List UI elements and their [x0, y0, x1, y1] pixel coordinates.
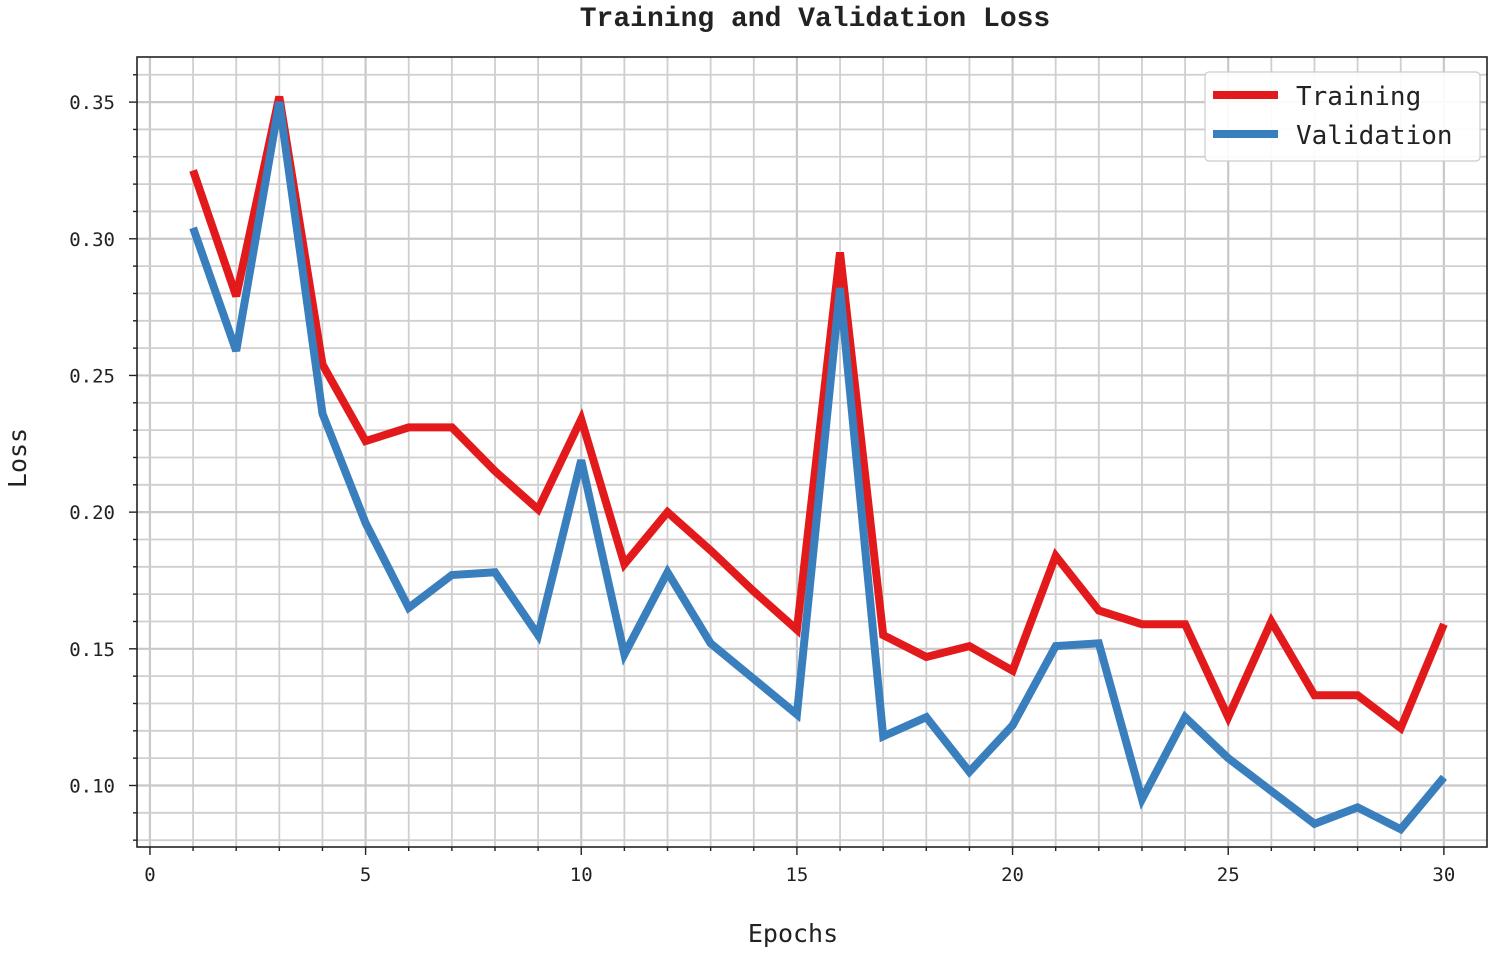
- x-tick-label: 15: [785, 864, 808, 886]
- x-tick-label: 20: [1001, 864, 1024, 886]
- plot-frame: [136, 56, 1488, 848]
- legend-label-training: Training: [1296, 82, 1421, 112]
- x-tick-label: 5: [360, 864, 371, 886]
- legend: Training Validation: [1204, 71, 1481, 162]
- x-tick-label: 25: [1217, 864, 1240, 886]
- axis-ticks: 0 5 10 15 20 25 30 0.10 0.15 0.20 0.25 0.30 0.35: [69, 74, 1455, 886]
- series-lines: [189, 95, 1448, 835]
- x-tick-label: 0: [144, 864, 155, 886]
- series-line-training: [189, 95, 1448, 735]
- y-tick-label: 0.15: [69, 639, 115, 661]
- y-tick-label: 0.30: [69, 229, 115, 251]
- chart-title: Training and Validation Loss: [580, 4, 1050, 35]
- legend-label-validation: Validation: [1296, 121, 1453, 151]
- series-line-validation: [189, 101, 1447, 835]
- y-tick-label: 0.20: [69, 502, 115, 524]
- y-tick-label: 0.10: [69, 775, 115, 797]
- y-tick-label: 0.35: [69, 92, 115, 114]
- x-axis-label: Epochs: [748, 919, 838, 948]
- y-axis-label: Loss: [3, 428, 32, 488]
- x-tick-label: 10: [570, 864, 593, 886]
- y-tick-label: 0.25: [69, 365, 115, 387]
- x-tick-label: 30: [1432, 864, 1455, 886]
